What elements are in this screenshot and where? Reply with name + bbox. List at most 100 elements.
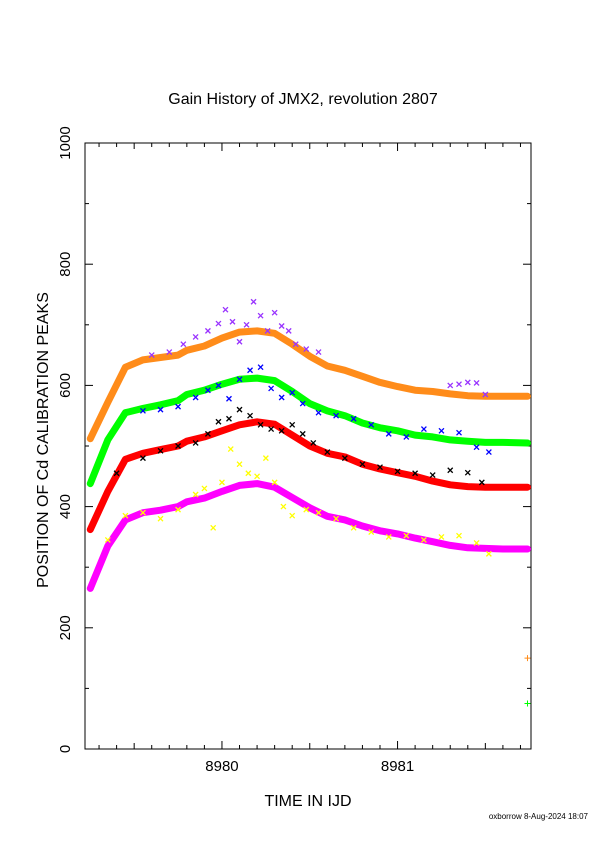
data-point xyxy=(482,391,489,398)
data-point xyxy=(226,395,232,402)
fit-line xyxy=(86,374,531,488)
data-point xyxy=(104,536,111,543)
y-tick-label: 200 xyxy=(57,615,74,640)
data-point xyxy=(289,421,296,428)
series-6 xyxy=(113,406,485,486)
data-point xyxy=(192,394,199,401)
data-point xyxy=(464,379,471,386)
axes-ticks: 0 200 400 600 800 1000 8980 8981 xyxy=(57,126,531,775)
data-point xyxy=(210,524,217,531)
data-point xyxy=(222,306,229,313)
data-point xyxy=(236,376,243,383)
data-point xyxy=(412,470,419,477)
y-tick-label: 400 xyxy=(57,494,74,519)
data-point xyxy=(157,515,164,522)
data-point xyxy=(157,447,164,454)
data-point xyxy=(403,433,410,440)
data-point xyxy=(438,533,445,540)
outlier-point xyxy=(524,700,531,707)
series-1 xyxy=(86,374,531,488)
data-point xyxy=(350,524,357,531)
data-point xyxy=(236,406,243,413)
data-point xyxy=(456,381,462,388)
data-point xyxy=(175,443,182,449)
data-point xyxy=(113,470,120,477)
data-point xyxy=(315,349,322,356)
data-point xyxy=(204,387,211,394)
data-point xyxy=(299,430,306,437)
data-point xyxy=(350,415,357,422)
data-point xyxy=(473,444,480,451)
series-0 xyxy=(86,327,531,443)
data-point xyxy=(271,479,278,486)
x-tick-label: 8981 xyxy=(381,758,414,775)
series-2 xyxy=(86,418,531,534)
series-5 xyxy=(139,364,492,456)
data-point xyxy=(204,327,211,334)
series-3 xyxy=(86,480,531,592)
data-point xyxy=(485,449,492,456)
data-point xyxy=(447,382,454,389)
data-point xyxy=(394,468,401,475)
data-point xyxy=(192,440,199,446)
data-point xyxy=(229,318,236,325)
data-point xyxy=(292,341,299,348)
data-point xyxy=(420,426,427,432)
data-point xyxy=(303,506,310,513)
data-point xyxy=(278,323,285,329)
series-8 xyxy=(524,655,531,662)
data-point xyxy=(280,503,287,510)
data-point xyxy=(192,491,199,498)
data-point xyxy=(166,349,173,356)
data-point xyxy=(180,341,187,348)
data-point xyxy=(192,333,199,340)
data-point xyxy=(247,412,254,419)
y-tick-label: 600 xyxy=(57,373,74,398)
data-point xyxy=(310,440,317,446)
data-point xyxy=(473,380,480,386)
data-point xyxy=(341,455,348,462)
data-point xyxy=(303,346,310,352)
data-point xyxy=(243,321,250,328)
data-point xyxy=(485,550,492,557)
series-7 xyxy=(104,446,492,557)
data-point xyxy=(299,400,306,407)
data-point xyxy=(139,509,146,516)
data-point xyxy=(278,394,285,401)
data-point xyxy=(204,430,211,437)
data-point xyxy=(473,540,480,546)
data-point xyxy=(420,536,427,543)
data-point xyxy=(215,418,222,425)
outlier-point xyxy=(524,655,531,662)
fit-line xyxy=(86,418,531,534)
y-tick-label: 1000 xyxy=(57,126,74,159)
series-9 xyxy=(524,700,531,707)
data-point xyxy=(122,512,129,519)
data-point xyxy=(403,532,410,539)
x-tick-label: 8980 xyxy=(205,758,238,775)
data-point xyxy=(368,421,375,428)
data-point xyxy=(333,412,340,419)
series-4 xyxy=(148,298,489,398)
y-axis-label: POSITION OF Cd CALIBRATION PEAKS xyxy=(35,292,52,588)
data-point xyxy=(268,426,275,432)
data-point xyxy=(236,461,243,468)
data-point xyxy=(215,320,222,327)
y-tick-label: 0 xyxy=(57,745,74,753)
data-point xyxy=(236,338,243,345)
data-point xyxy=(219,479,225,486)
footer-credit: oxborrow 8-Aug-2024 18:07 xyxy=(489,812,589,821)
data-point xyxy=(429,472,436,479)
data-point xyxy=(215,382,222,389)
data-point xyxy=(247,367,254,374)
data-point xyxy=(257,421,264,428)
data-point xyxy=(250,298,257,305)
data-point xyxy=(324,449,331,456)
data-point xyxy=(148,352,155,359)
data-point xyxy=(227,446,234,452)
chart-title: Gain History of JMX2, revolution 2807 xyxy=(168,91,438,108)
data-point xyxy=(385,533,392,540)
data-point xyxy=(315,509,322,516)
data-point xyxy=(139,455,146,462)
